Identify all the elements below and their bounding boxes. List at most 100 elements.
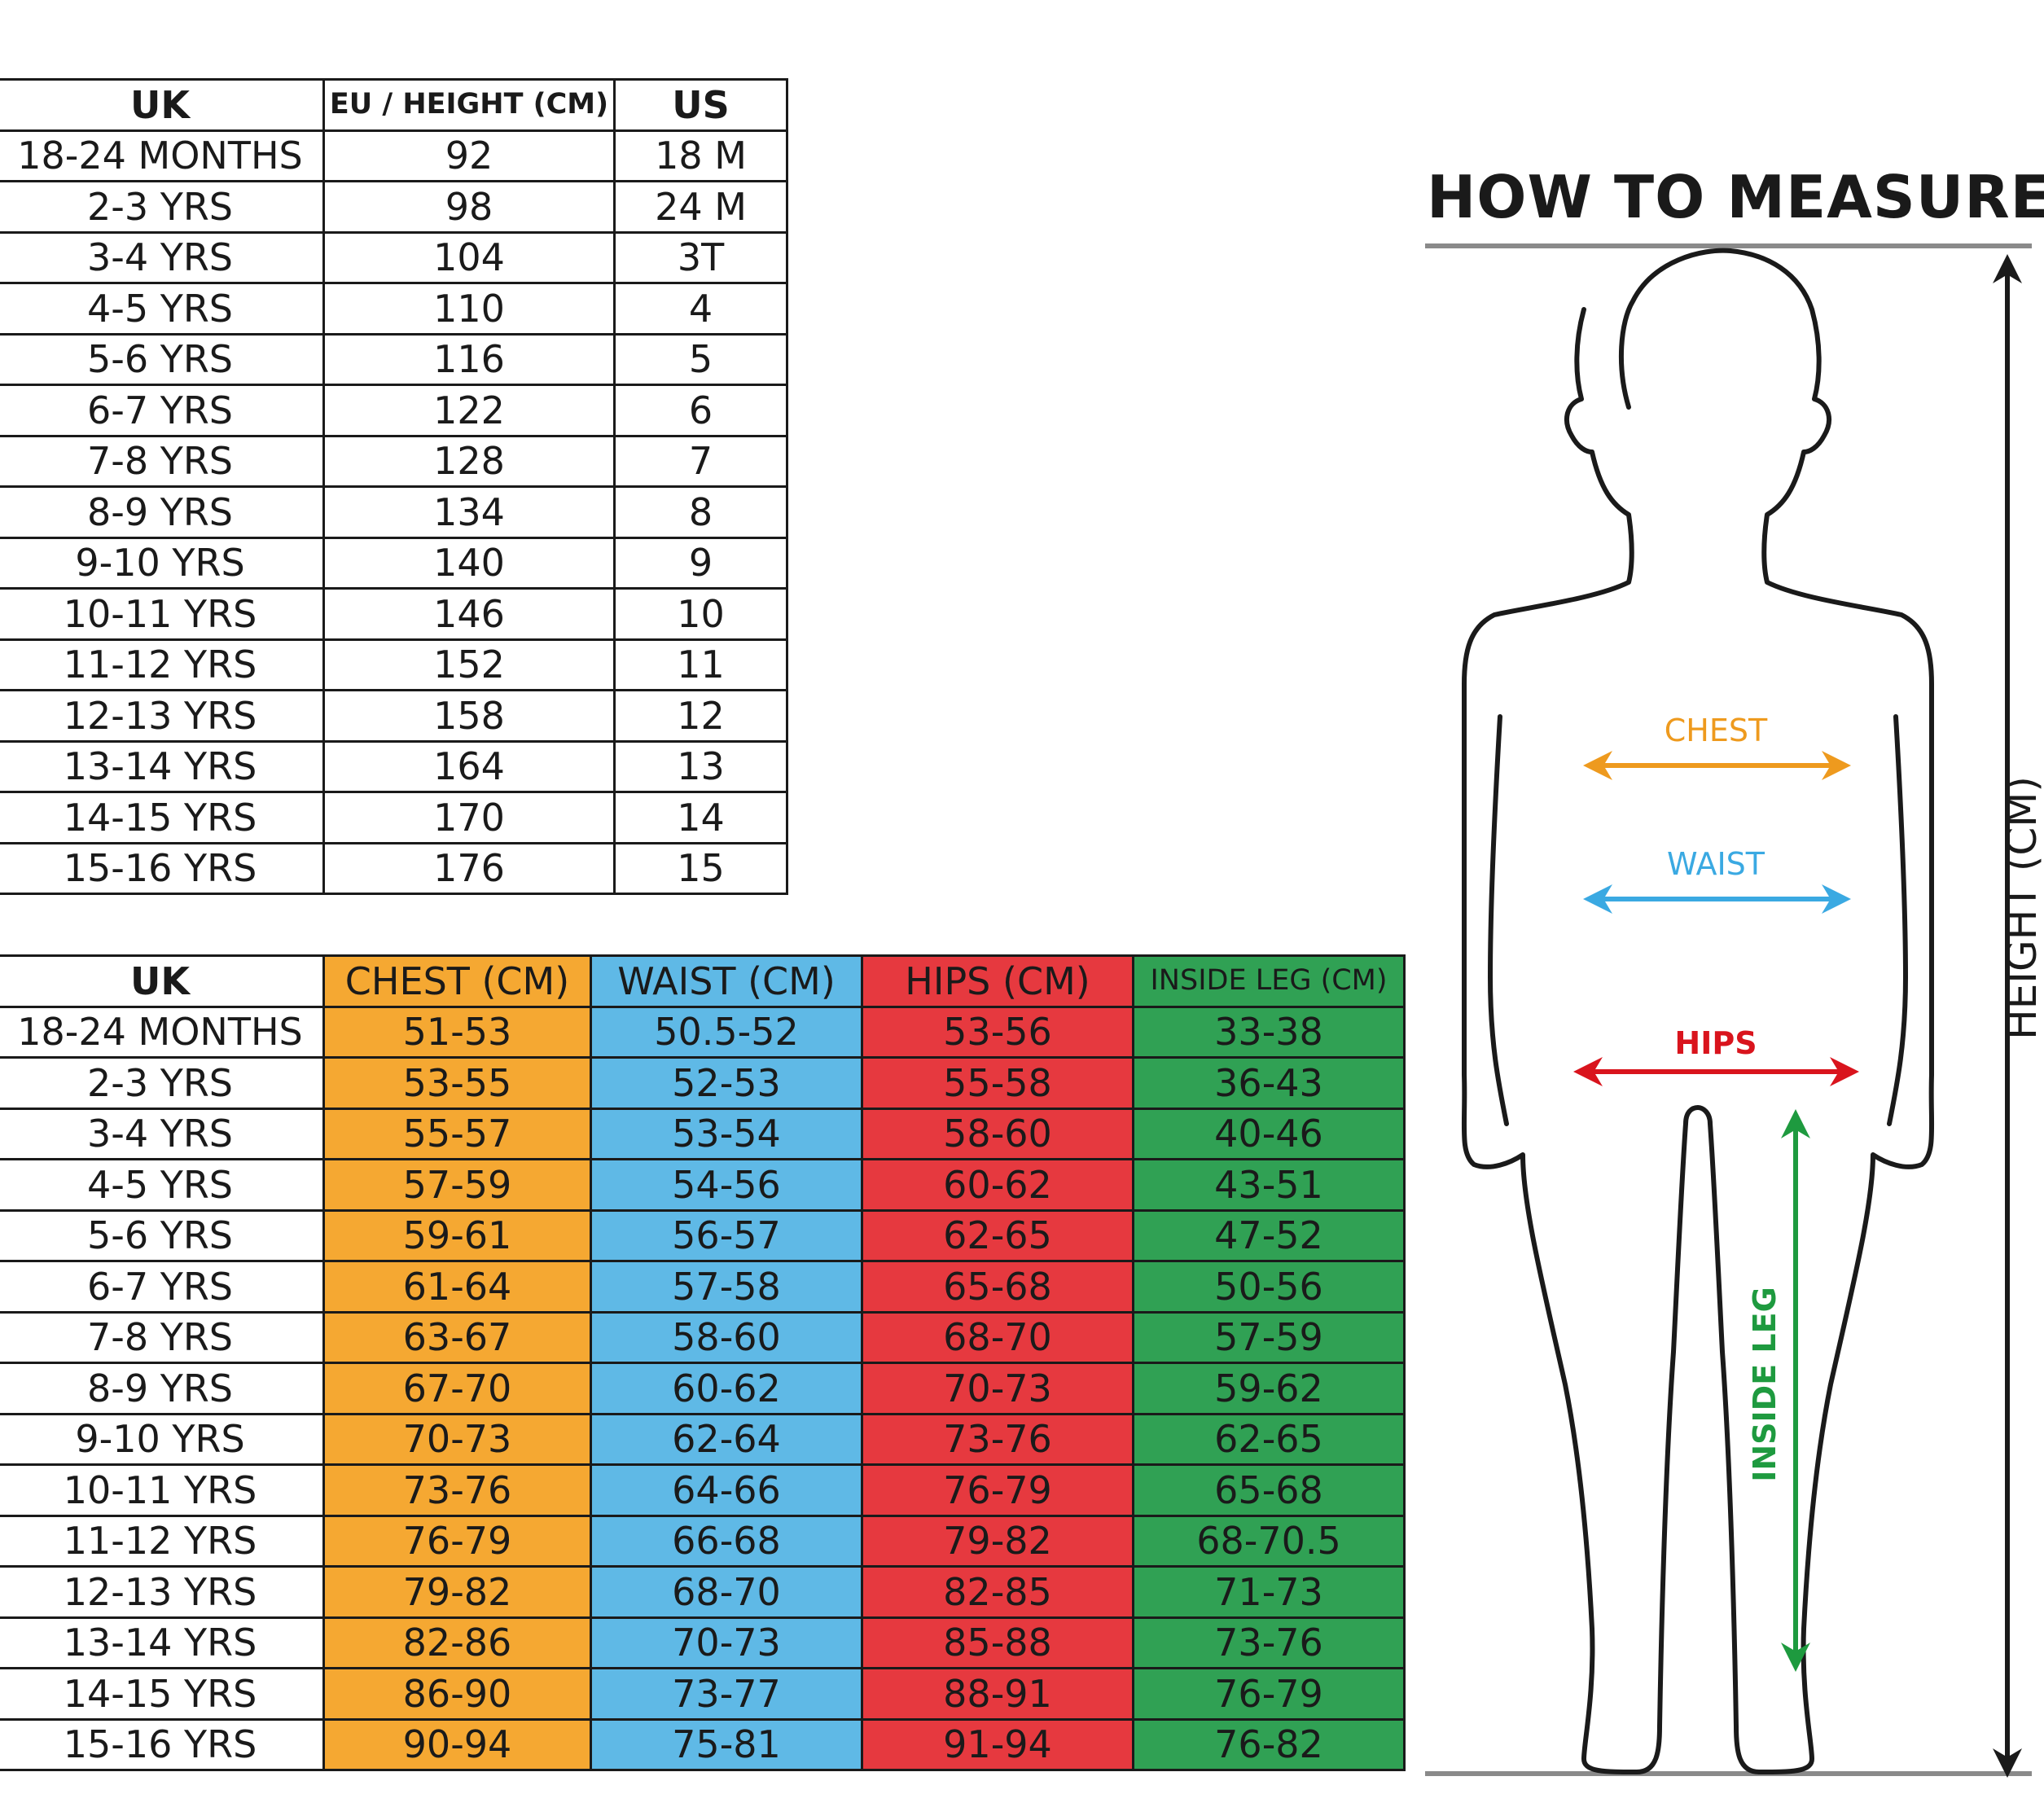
table-cell: 3-4 YRS [0, 1107, 325, 1160]
table-cell: 54-56 [590, 1158, 863, 1212]
table-cell: 122 [322, 384, 616, 437]
table-cell: 8 [613, 485, 788, 539]
table-cell: 53-54 [590, 1107, 863, 1160]
table-cell: 40-46 [1132, 1107, 1406, 1160]
table-row: 2-3 YRS 98 24 M [0, 180, 788, 234]
table-cell: 33-38 [1132, 1005, 1406, 1059]
table-cell: 62-65 [1132, 1412, 1406, 1466]
measurement-table-body: 18-24 MONTHS 51-53 50.5-52 53-56 33-38 2-3 YR… [0, 1005, 1406, 1771]
table-cell: 11-12 YRS [0, 638, 325, 691]
height-label: HEIGHT (CM) [1998, 776, 2044, 1040]
table-cell: 70-73 [590, 1616, 863, 1669]
table-row: 11-12 YRS 76-79 66-68 79-82 68-70.5 [0, 1514, 1406, 1568]
table-cell: 50.5-52 [590, 1005, 863, 1059]
table-cell: 60-62 [861, 1158, 1134, 1212]
header-uk: UK [0, 954, 325, 1008]
table-cell: 6-7 YRS [0, 384, 325, 437]
table-cell: 60-62 [590, 1362, 863, 1415]
table-cell: 91-94 [861, 1717, 1134, 1771]
table-cell: 52-53 [590, 1056, 863, 1110]
table-cell: 65-68 [861, 1260, 1134, 1314]
table-cell: 71-73 [1132, 1565, 1406, 1619]
table-cell: 140 [322, 536, 616, 590]
table-cell: 88-91 [861, 1667, 1134, 1721]
header-inside-leg: INSIDE LEG (CM) [1132, 954, 1406, 1008]
table-cell: 11-12 YRS [0, 1514, 325, 1568]
table-cell: 66-68 [590, 1514, 863, 1568]
table-cell: 146 [322, 587, 616, 641]
header-us: US [613, 78, 788, 132]
table-cell: 57-59 [1132, 1310, 1406, 1364]
table-cell: 61-64 [322, 1260, 592, 1314]
table-cell: 68-70.5 [1132, 1514, 1406, 1568]
table-cell: 65-68 [1132, 1463, 1406, 1517]
table-cell: 70-73 [322, 1412, 592, 1466]
table-cell: 5-6 YRS [0, 332, 325, 386]
table-row: 18-24 MONTHS 51-53 50.5-52 53-56 33-38 [0, 1005, 1406, 1059]
table-cell: 9 [613, 536, 788, 590]
table-cell: 53-56 [861, 1005, 1134, 1059]
table-cell: 82-86 [322, 1616, 592, 1669]
table-cell: 51-53 [322, 1005, 592, 1059]
table-cell: 90-94 [322, 1717, 592, 1771]
table-row: 8-9 YRS 67-70 60-62 70-73 59-62 [0, 1362, 1406, 1415]
table-row: 4-5 YRS 110 4 [0, 282, 788, 336]
table-cell: 11 [613, 638, 788, 691]
how-to-measure-title: HOW TO MEASURE [1427, 163, 2044, 231]
table-row: 3-4 YRS 104 3T [0, 230, 788, 284]
table-cell: 14-15 YRS [0, 791, 325, 844]
table-cell: 58-60 [590, 1310, 863, 1364]
table-cell: 4-5 YRS [0, 1158, 325, 1212]
table-cell: 4-5 YRS [0, 282, 325, 336]
table-cell: 8-9 YRS [0, 1362, 325, 1415]
table-row: 14-15 YRS 86-90 73-77 88-91 76-79 [0, 1667, 1406, 1721]
table-cell: 62-65 [861, 1208, 1134, 1262]
table-cell: 5-6 YRS [0, 1208, 325, 1262]
table-cell: 116 [322, 332, 616, 386]
table-cell: 110 [322, 282, 616, 336]
size-table-body: 18-24 MONTHS 92 18 M 2-3 YRS 98 24 M 3-4 YRS 10… [0, 129, 788, 895]
table-cell: 12-13 YRS [0, 1565, 325, 1619]
table-cell: 134 [322, 485, 616, 539]
table-cell: 59-62 [1132, 1362, 1406, 1415]
table-cell: 14-15 YRS [0, 1667, 325, 1721]
table-cell: 152 [322, 638, 616, 691]
table-cell: 2-3 YRS [0, 1056, 325, 1110]
table-cell: 55-57 [322, 1107, 592, 1160]
table-row: 7-8 YRS 128 7 [0, 434, 788, 488]
table-cell: 47-52 [1132, 1208, 1406, 1262]
table-row: 5-6 YRS 116 5 [0, 332, 788, 386]
table-row: 9-10 YRS 140 9 [0, 536, 788, 590]
table-cell: 43-51 [1132, 1158, 1406, 1212]
table-cell: 128 [322, 434, 616, 488]
table-cell: 3T [613, 230, 788, 284]
table-cell: 10-11 YRS [0, 587, 325, 641]
table-cell: 58-60 [861, 1107, 1134, 1160]
table-cell: 79-82 [861, 1514, 1134, 1568]
table-cell: 76-82 [1132, 1717, 1406, 1771]
table-row: 18-24 MONTHS 92 18 M [0, 129, 788, 182]
table-cell: 18 M [613, 129, 788, 182]
hips-label: HIPS [1674, 1025, 1757, 1061]
table-cell: 59-61 [322, 1208, 592, 1262]
table-cell: 2-3 YRS [0, 180, 325, 234]
table-row: 7-8 YRS 63-67 58-60 68-70 57-59 [0, 1310, 1406, 1364]
table-cell: 73-77 [590, 1667, 863, 1721]
table-row: 5-6 YRS 59-61 56-57 62-65 47-52 [0, 1208, 1406, 1262]
table-row: 15-16 YRS 176 15 [0, 841, 788, 895]
header-eu-height: EU / HEIGHT (CM) [322, 78, 616, 132]
table-cell: 6-7 YRS [0, 1260, 325, 1314]
table-row: 14-15 YRS 170 14 [0, 791, 788, 844]
table-cell: 76-79 [861, 1463, 1134, 1517]
table-cell: 4 [613, 282, 788, 336]
table-header-row: UK EU / HEIGHT (CM) US [0, 78, 788, 132]
table-row: 11-12 YRS 152 11 [0, 638, 788, 691]
header-uk: UK [0, 78, 325, 132]
table-header-row: UK CHEST (CM) WAIST (CM) HIPS (CM) INSID… [0, 954, 1406, 1008]
table-cell: 7 [613, 434, 788, 488]
table-row: 9-10 YRS 70-73 62-64 73-76 62-65 [0, 1412, 1406, 1466]
table-cell: 13-14 YRS [0, 1616, 325, 1669]
table-cell: 98 [322, 180, 616, 234]
table-cell: 75-81 [590, 1717, 863, 1771]
table-cell: 73-76 [1132, 1616, 1406, 1669]
